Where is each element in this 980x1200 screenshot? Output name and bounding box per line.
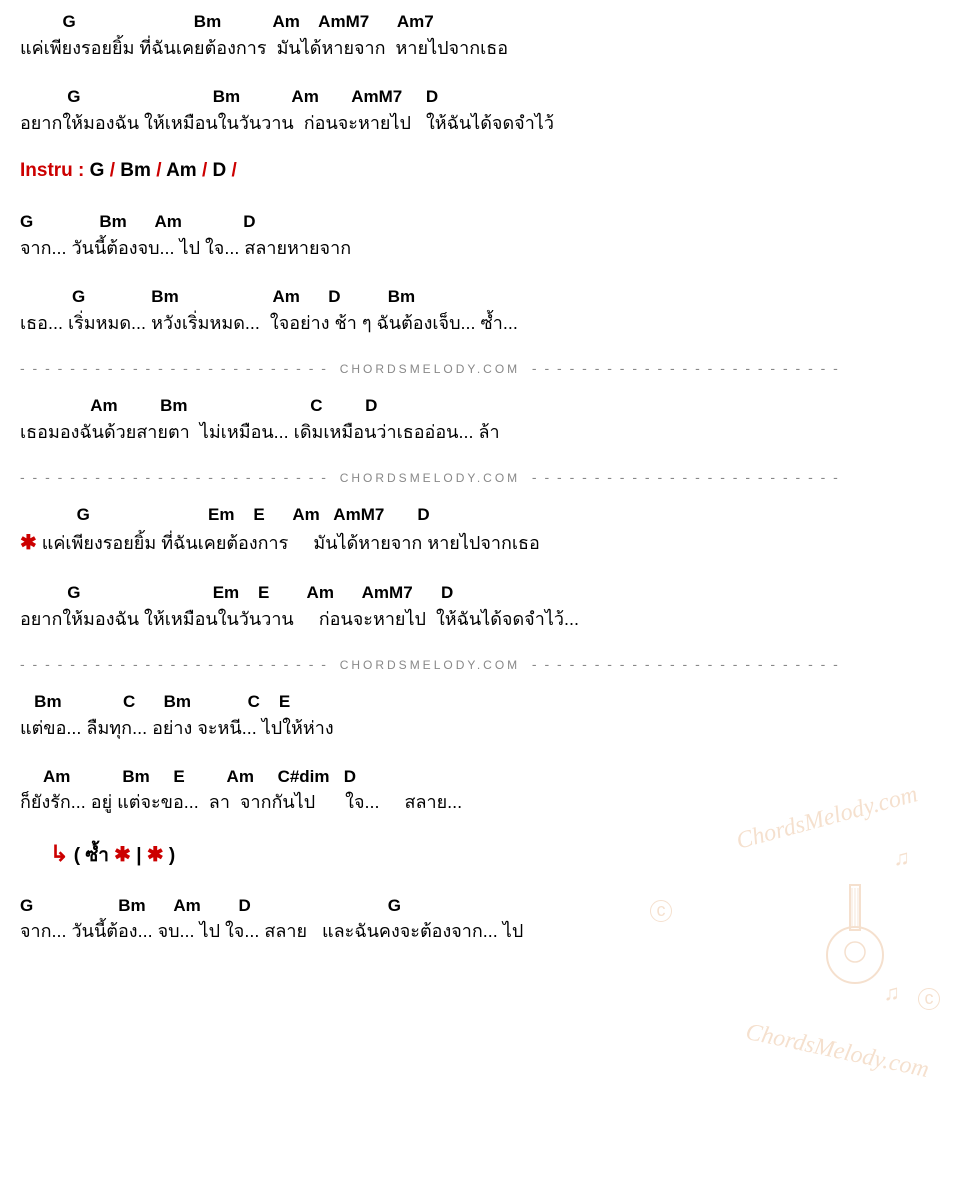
- bridge-2b: Am Bm E Am C#dim D ก็ยังรัก... อยู่ แต่จ…: [20, 765, 960, 816]
- bridge-2: Bm C Bm C E แต่ขอ... ลืมทุก... อย่าง จะห…: [20, 690, 960, 741]
- chord-line: G Bm Am AmM7 Am7: [20, 10, 960, 34]
- verse-1: G Bm Am AmM7 Am7 แค่เพียงรอยยิ้ม ที่ฉันเ…: [20, 10, 960, 61]
- outro: G Bm Am D G จาก... วันนี้ต้อง... จบ... ไ…: [20, 894, 960, 945]
- lyric-line: จาก... วันนี้ต้องจบ... ไป ใจ... สลายหายจ…: [20, 236, 960, 261]
- chorus-2: G Em E Am AmM7 D อยากให้มองฉัน ให้เหมือน…: [20, 581, 960, 632]
- star-marker: ✱: [114, 844, 131, 866]
- copyright-icon: c: [918, 988, 940, 1010]
- repeat-instruction: ↳ ( ซ้ำ ✱ | ✱ ): [50, 840, 960, 870]
- chord-line: G Bm Am D: [20, 210, 960, 234]
- chord-line: Bm C Bm C E: [20, 690, 960, 714]
- section-divider: - - - - - - - - - - - - - - - - - - - - …: [20, 656, 960, 672]
- arrow-icon: ↳: [50, 841, 68, 866]
- section-divider: - - - - - - - - - - - - - - - - - - - - …: [20, 360, 960, 376]
- instrumental-line: Instru : G / Bm / Am / D /: [20, 160, 960, 182]
- instru-label: Instru :: [20, 160, 84, 181]
- star-marker: ✱: [20, 532, 37, 554]
- lyric-line: แค่เพียงรอยยิ้ม ที่ฉันเคยต้องการ มันได้ห…: [20, 36, 960, 61]
- bridge-1: Am Bm C D เธอมองฉันด้วยสายตา ไม่เหมือน..…: [20, 394, 960, 445]
- chord-line: G Bm Am AmM7 D: [20, 85, 960, 109]
- chord-line: G Em E Am AmM7 D: [20, 503, 960, 527]
- verse-2: G Bm Am D จาก... วันนี้ต้องจบ... ไป ใจ..…: [20, 210, 960, 261]
- lyric-line: เธอ... เริ่มหมด... หวังเริ่มหมด... ใจอย่…: [20, 311, 960, 336]
- lyric-line: ก็ยังรัก... อยู่ แต่จะขอ... ลา จากกันไป …: [20, 790, 960, 815]
- lyric-line: แต่ขอ... ลืมทุก... อย่าง จะหนี... ไปให้ห…: [20, 716, 960, 741]
- watermark-text: ChordsMelody.com: [743, 1019, 931, 1084]
- lyric-line: เธอมองฉันด้วยสายตา ไม่เหมือน... เดิมเหมื…: [20, 420, 960, 445]
- music-note-icon: ♫: [884, 980, 901, 1006]
- chord-line: Am Bm C D: [20, 394, 960, 418]
- lyric-line: อยากให้มองฉัน ให้เหมือนในวันวาน ก่อนจะหา…: [20, 111, 960, 136]
- chorus-1: G Em E Am AmM7 D ✱ แค่เพียงรอยยิ้ม ที่ฉั…: [20, 503, 960, 557]
- section-divider: - - - - - - - - - - - - - - - - - - - - …: [20, 469, 960, 485]
- verse-1b: G Bm Am AmM7 D อยากให้มองฉัน ให้เหมือนใน…: [20, 85, 960, 136]
- instru-separator: /: [110, 160, 115, 181]
- star-marker: ✱: [147, 844, 164, 866]
- lyric-line: ✱ แค่เพียงรอยยิ้ม ที่ฉันเคยต้องการ มันได…: [20, 529, 960, 557]
- chord-line: G Bm Am D Bm: [20, 285, 960, 309]
- lyric-line: อยากให้มองฉัน ให้เหมือนในวันวาน ก่อนจะหา…: [20, 607, 960, 632]
- chord-line: Am Bm E Am C#dim D: [20, 765, 960, 789]
- chord-line: G Bm Am D G: [20, 894, 960, 918]
- chord-line: G Em E Am AmM7 D: [20, 581, 960, 605]
- verse-2b: G Bm Am D Bm เธอ... เริ่มหมด... หวังเริ่…: [20, 285, 960, 336]
- lyric-line: จาก... วันนี้ต้อง... จบ... ไป ใจ... สลาย…: [20, 919, 960, 944]
